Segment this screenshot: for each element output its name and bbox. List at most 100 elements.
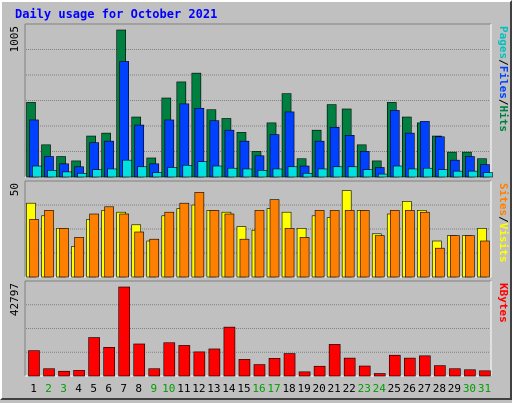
x-tick-label-day-18: 18 [282,382,295,395]
bar-pages-day-9 [152,172,163,178]
legend-hits: Hits [497,106,510,133]
panel-visits: 50 Sites/Visits [8,180,510,278]
bar-kbytes-day-22 [343,357,356,377]
bar-kbytes-day-29 [449,368,461,377]
x-tick-label-day-4: 4 [75,382,82,395]
bar-pages-day-16 [257,170,268,178]
bar-pages-day-27 [423,167,433,178]
bar-sites-day-27 [420,211,430,278]
bar-kbytes-day-7 [118,286,130,377]
bar-kbytes-day-20 [313,365,326,377]
bar-sites-day-8 [134,231,145,278]
bar-kbytes-day-23 [358,365,371,377]
bar-kbytes-day-5 [88,337,100,377]
bar-kbytes-day-3 [58,370,70,377]
x-tick-label-day-13: 13 [207,382,220,395]
x-tick-label-day-10: 10 [162,382,175,395]
bar-pages-day-29 [453,170,463,178]
legend-visits: Visits [497,223,510,263]
bar-kbytes-day-12 [193,351,206,377]
bar-pages-day-20 [317,168,328,178]
bar-pages-day-5 [92,169,102,178]
x-tick-label-day-21: 21 [328,382,341,395]
bar-kbytes-day-16 [253,364,266,377]
x-tick-label-day-19: 19 [297,382,310,395]
bar-sites-day-17 [269,199,280,278]
bar-pages-day-21 [332,166,343,178]
bar-sites-day-5 [89,213,99,278]
x-tick-label-day-26: 26 [403,382,416,395]
bar-sites-day-2 [44,210,54,278]
x-tick-label-day-28: 28 [433,382,446,395]
bar-pages-day-2 [47,170,57,178]
bar-sites-day-19 [299,237,310,278]
x-tick-label-day-30: 30 [463,382,476,395]
daily-usage-chart: Daily usage for October 2021 1005 Pages/F… [8,7,510,395]
bar-pages-day-12 [197,161,208,178]
x-tick-label-day-20: 20 [313,382,326,395]
bar-sites-day-13 [209,210,220,278]
bar-sites-day-24 [374,235,385,278]
x-tick-label-day-11: 11 [177,382,190,395]
bar-kbytes-day-9 [148,368,161,377]
x-tick-label-day-17: 17 [267,382,280,395]
bar-sites-day-30 [465,235,475,278]
bar-sites-day-4 [74,237,84,278]
x-tick-label-day-31: 31 [478,382,491,395]
bar-kbytes-day-13 [208,348,221,377]
ymax-label: 42797 [8,283,21,316]
bar-pages-day-24 [377,173,388,178]
legend-sites: Sites [497,183,510,216]
bar-kbytes-day-18 [283,353,296,377]
bar-sites-day-28 [435,247,445,278]
bar-pages-day-8 [137,166,148,178]
x-tick-label-day-16: 16 [252,382,265,395]
bar-kbytes-day-21 [328,344,341,377]
bar-sites-day-6 [104,206,114,278]
legend-kbytes: KBytes [497,283,510,323]
panel-hits: 1005 Pages/Files/Hits [8,23,510,178]
bar-sites-day-29 [450,235,460,278]
chart-title: Daily usage for October 2021 [15,7,217,21]
bar-kbytes-day-19 [298,371,311,377]
x-tick-label-day-22: 22 [343,382,356,395]
bar-kbytes-day-26 [404,357,416,377]
bar-sites-day-16 [254,210,265,278]
series-legend: Pages/Files/Hits [497,26,510,132]
bar-pages-day-31 [483,172,493,178]
bar-pages-day-1 [32,165,42,178]
bar-kbytes-day-1 [28,350,40,377]
bar-sites-day-31 [480,240,490,278]
bar-pages-day-15 [242,168,253,178]
x-tick-label-day-6: 6 [105,382,112,395]
x-tick-label-day-23: 23 [358,382,371,395]
bar-pages-day-23 [362,169,373,178]
bar-pages-day-10 [167,167,178,178]
bar-sites-day-7 [119,213,129,278]
bar-pages-day-26 [408,168,418,178]
bar-pages-day-28 [438,169,448,178]
bar-kbytes-day-31 [479,370,491,377]
bar-pages-day-14 [227,167,238,178]
bar-sites-day-21 [329,210,340,278]
bar-sites-day-1 [29,219,39,278]
bar-pages-day-30 [468,170,478,178]
x-tick-label-day-27: 27 [418,382,431,395]
x-tick-label-day-9: 9 [150,382,157,395]
x-tick-label-day-24: 24 [373,382,387,395]
x-tick-label-day-7: 7 [120,382,127,395]
bar-kbytes-day-17 [268,358,281,377]
legend-separator: / [497,99,510,106]
bar-sites-day-12 [194,192,205,278]
bar-sites-day-3 [59,228,69,278]
legend-pages: Pages [497,26,510,59]
bar-kbytes-day-6 [103,347,115,377]
bar-kbytes-day-10 [163,342,176,377]
ymax-label: 50 [8,183,21,196]
x-tick-label-day-8: 8 [135,382,142,395]
bar-pages-day-4 [77,173,87,178]
bar-sites-day-26 [405,210,415,278]
bar-pages-day-3 [62,171,72,178]
bar-kbytes-day-30 [464,369,476,377]
